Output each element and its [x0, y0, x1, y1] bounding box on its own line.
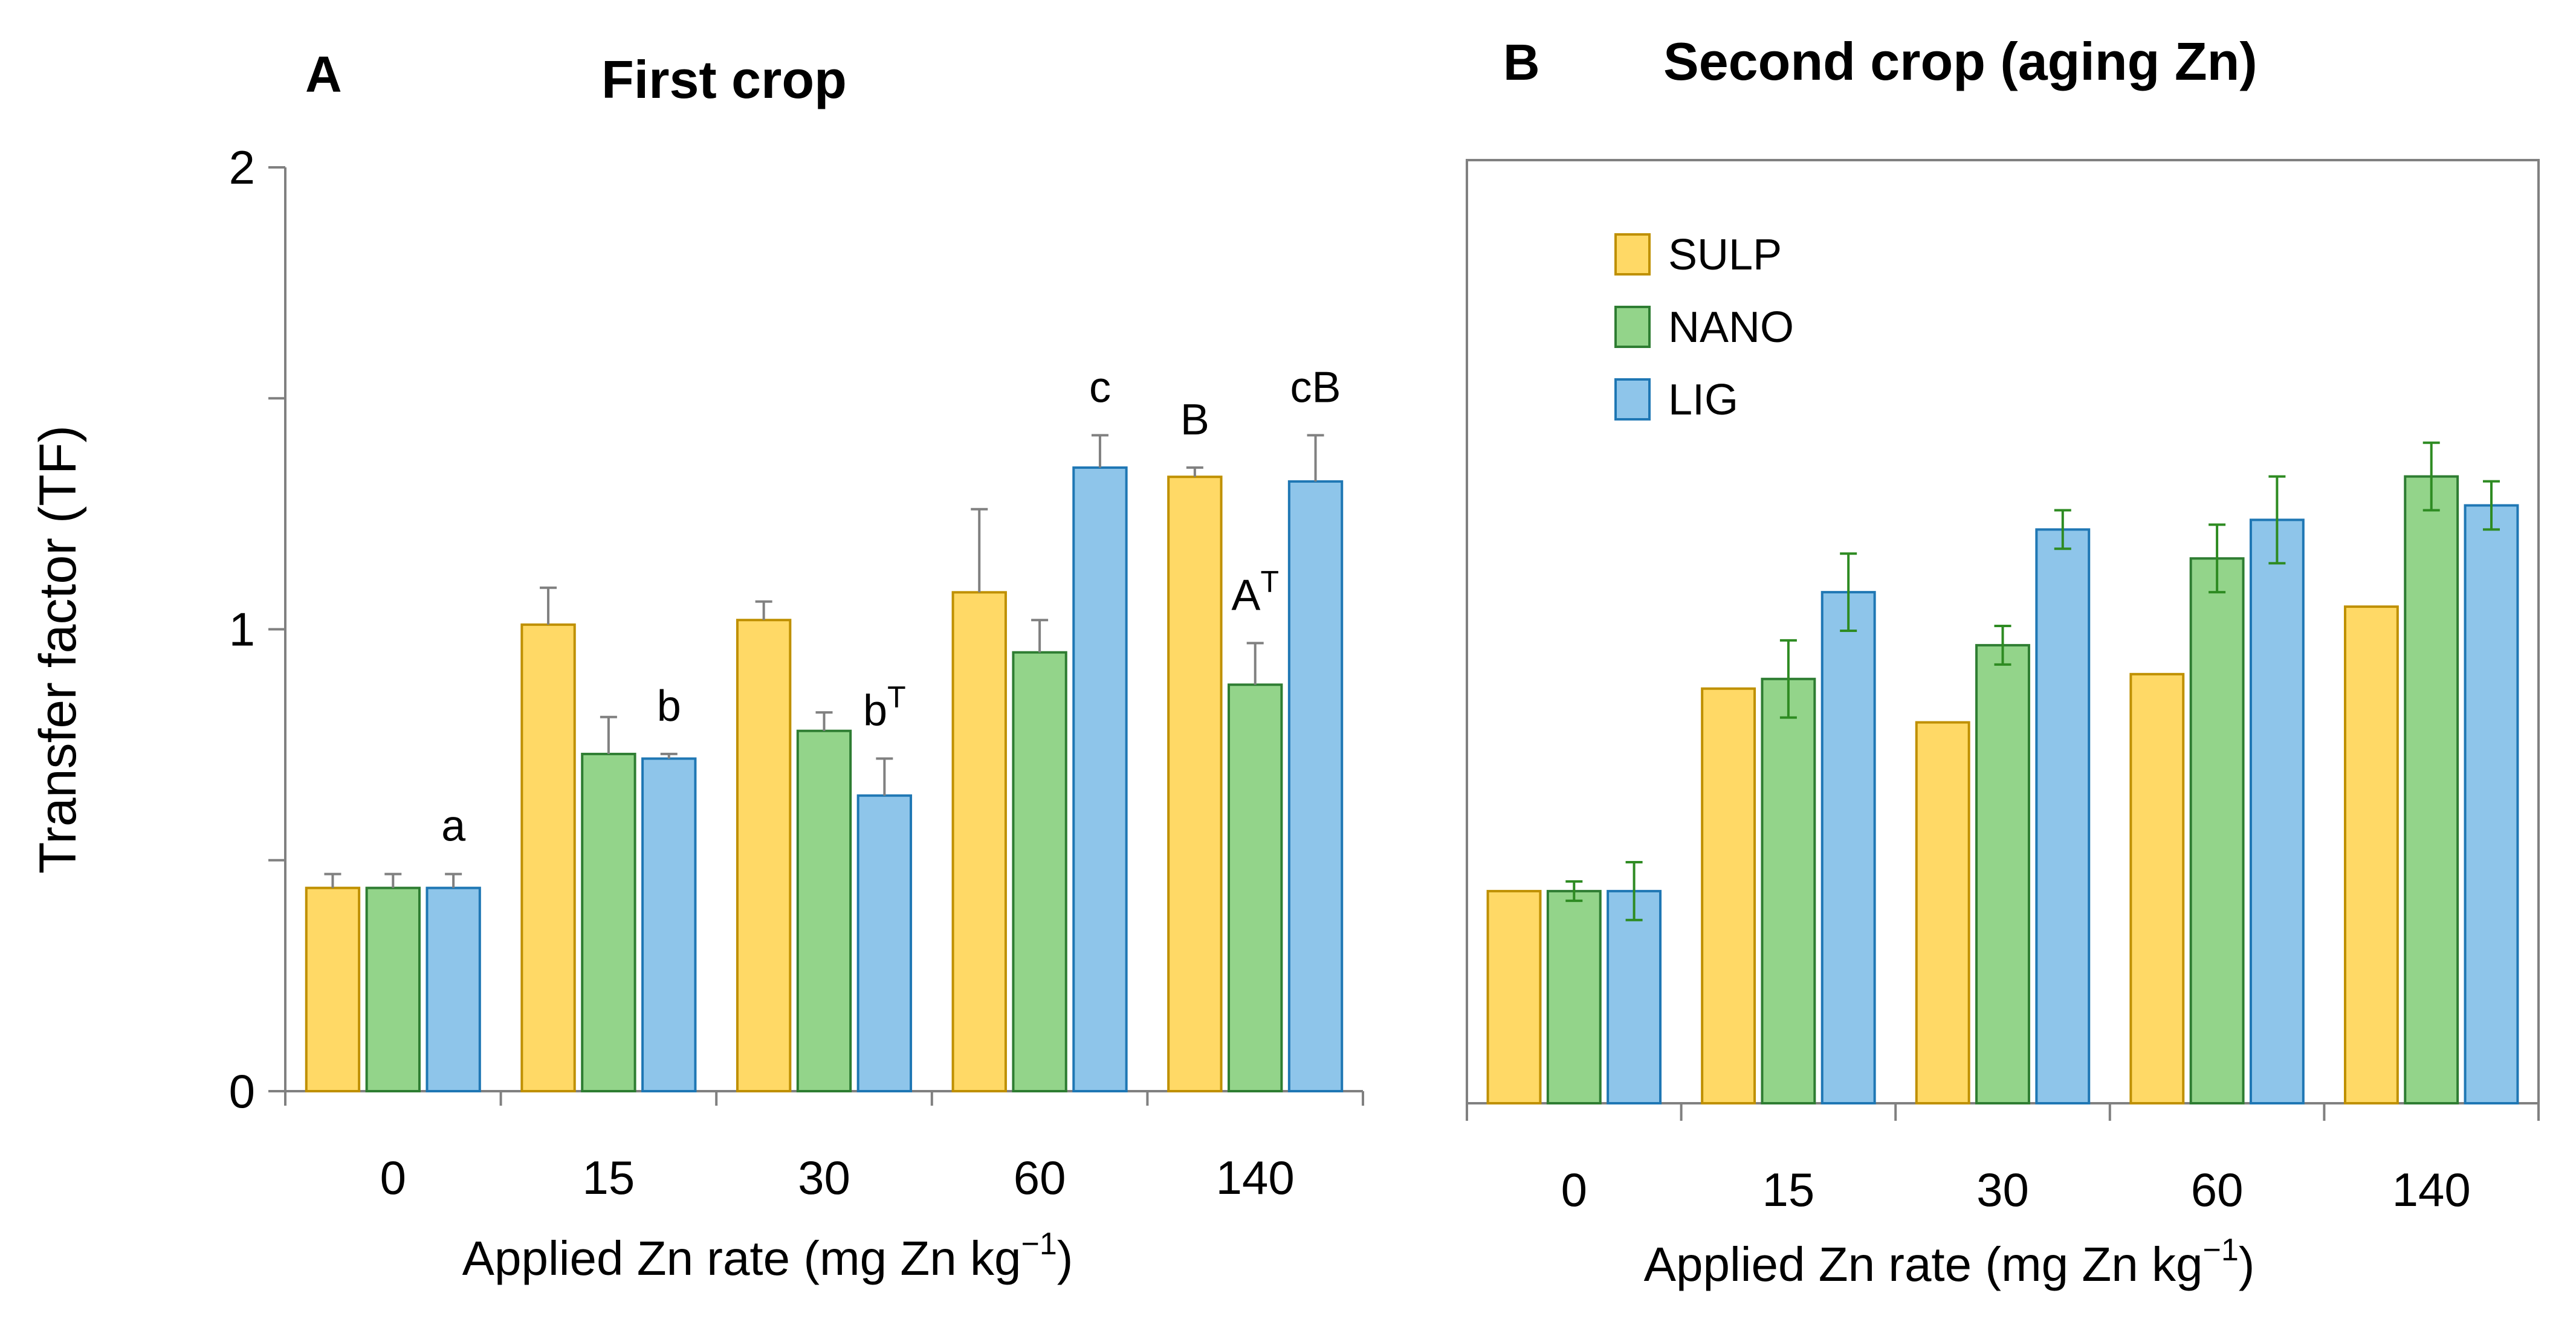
- panel-b-bar-lig-0: [1607, 889, 1662, 1104]
- panel-a-bar-lig-140: [1287, 480, 1344, 1092]
- panel-b-bar-lig-15: [1820, 591, 1876, 1104]
- panel-a-bar-sulp-15: [520, 623, 576, 1092]
- panel-a-y-tick-label: 2: [229, 141, 255, 194]
- legend-swatch-nano: [1614, 306, 1651, 348]
- panel-a-x-tick-label-0: 0: [380, 1151, 406, 1204]
- panel-a-letter: A: [305, 46, 342, 103]
- y-axis-label: Transfer factor (TF): [29, 425, 87, 874]
- panel-a-bar-lig-15: [641, 757, 697, 1093]
- panel-a-bar-lig-60: [1072, 466, 1128, 1092]
- panel-b-bar-sulp-0: [1486, 889, 1542, 1104]
- panel-a-bar-sulp-0: [305, 886, 361, 1092]
- panel-a-significance-label: B: [1180, 396, 1209, 444]
- panel-b-bar-sulp-30: [1915, 721, 1970, 1104]
- panel-a-bar-nano-0: [365, 886, 421, 1092]
- panel-a-significance-label: c: [1089, 363, 1111, 411]
- panel-a-significance-label: bT: [863, 680, 906, 735]
- panel-b-bars: [1486, 441, 2519, 1104]
- panel-b-bar-nano-140: [2404, 475, 2459, 1104]
- panel-a-bar-sulp-30: [736, 619, 792, 1092]
- panel-b-x-axis-label: Applied Zn rate (mg Zn kg−1): [1644, 1233, 2255, 1291]
- panel-a-x-tick-label-60: 60: [1014, 1151, 1066, 1204]
- panel-a-bar-sulp-60: [951, 591, 1007, 1092]
- panel-b-bar-sulp-15: [1701, 687, 1756, 1104]
- panel-a-bar-lig-30: [856, 794, 913, 1092]
- panel-b-title: Second crop (aging Zn): [1663, 31, 2257, 91]
- panel-b-x-tick-label-0: 0: [1561, 1163, 1587, 1216]
- panel-b-bar-nano-30: [1975, 643, 2030, 1104]
- panel-a-y-tick-label: 0: [229, 1065, 255, 1118]
- panel-a-x-tick-label-30: 30: [798, 1151, 850, 1204]
- panel-a-bar-nano-15: [581, 752, 636, 1093]
- panel-b-bar-lig-60: [2249, 518, 2305, 1104]
- legend: SULP NANO LIG: [1614, 231, 1794, 424]
- panel-b-bar-sulp-140: [2343, 605, 2399, 1104]
- panel-a-x-tick-label-15: 15: [583, 1151, 635, 1204]
- legend-swatch-lig: [1614, 378, 1651, 421]
- panel-a-significance-label: cB: [1290, 363, 1341, 411]
- legend-swatch-sulp: [1614, 233, 1651, 276]
- panel-b-bar-sulp-60: [2129, 672, 2185, 1104]
- panel-a-x-tick-label-140: 140: [1216, 1151, 1295, 1204]
- panel-a-significance-label: a: [441, 802, 466, 851]
- panel-b-x-tick-label-30: 30: [1976, 1163, 2029, 1216]
- panel-a-bar-nano-140: [1228, 683, 1283, 1092]
- panel-a-axes: 0 1 2 0 15 30 60 140: [229, 141, 1364, 1204]
- panel-b-bar-nano-15: [1761, 677, 1816, 1104]
- panel-b-bar-nano-60: [2189, 557, 2245, 1104]
- panel-a-bar-nano-30: [796, 729, 852, 1092]
- panel-a-significance-label: b: [657, 682, 681, 730]
- panel-a-x-axis-label: Applied Zn rate (mg Zn kg−1): [462, 1227, 1073, 1285]
- panel-a-bar-nano-60: [1012, 651, 1067, 1092]
- panel-b-bar-nano-0: [1546, 889, 1602, 1104]
- panel-b-x-tick-label-140: 140: [2392, 1163, 2471, 1216]
- panel-a-y-tick-label: 1: [229, 603, 255, 656]
- panel-a-significance-label: AT: [1231, 564, 1279, 619]
- panel-b-x-tick-label-15: 15: [1762, 1163, 1815, 1216]
- panel-b-bar-lig-30: [2035, 528, 2091, 1104]
- legend-label-nano: NANO: [1668, 303, 1794, 352]
- legend-label-lig: LIG: [1668, 376, 1738, 424]
- panel-a-title: First crop: [601, 50, 847, 109]
- legend-label-sulp: SULP: [1668, 231, 1782, 279]
- panel-b-letter: B: [1503, 34, 1540, 91]
- panel-a-bar-sulp-140: [1167, 476, 1223, 1092]
- panel-a-bar-lig-0: [426, 886, 481, 1092]
- panel-b-x-tick-label-60: 60: [2191, 1163, 2244, 1216]
- panel-b-bar-lig-140: [2464, 504, 2519, 1104]
